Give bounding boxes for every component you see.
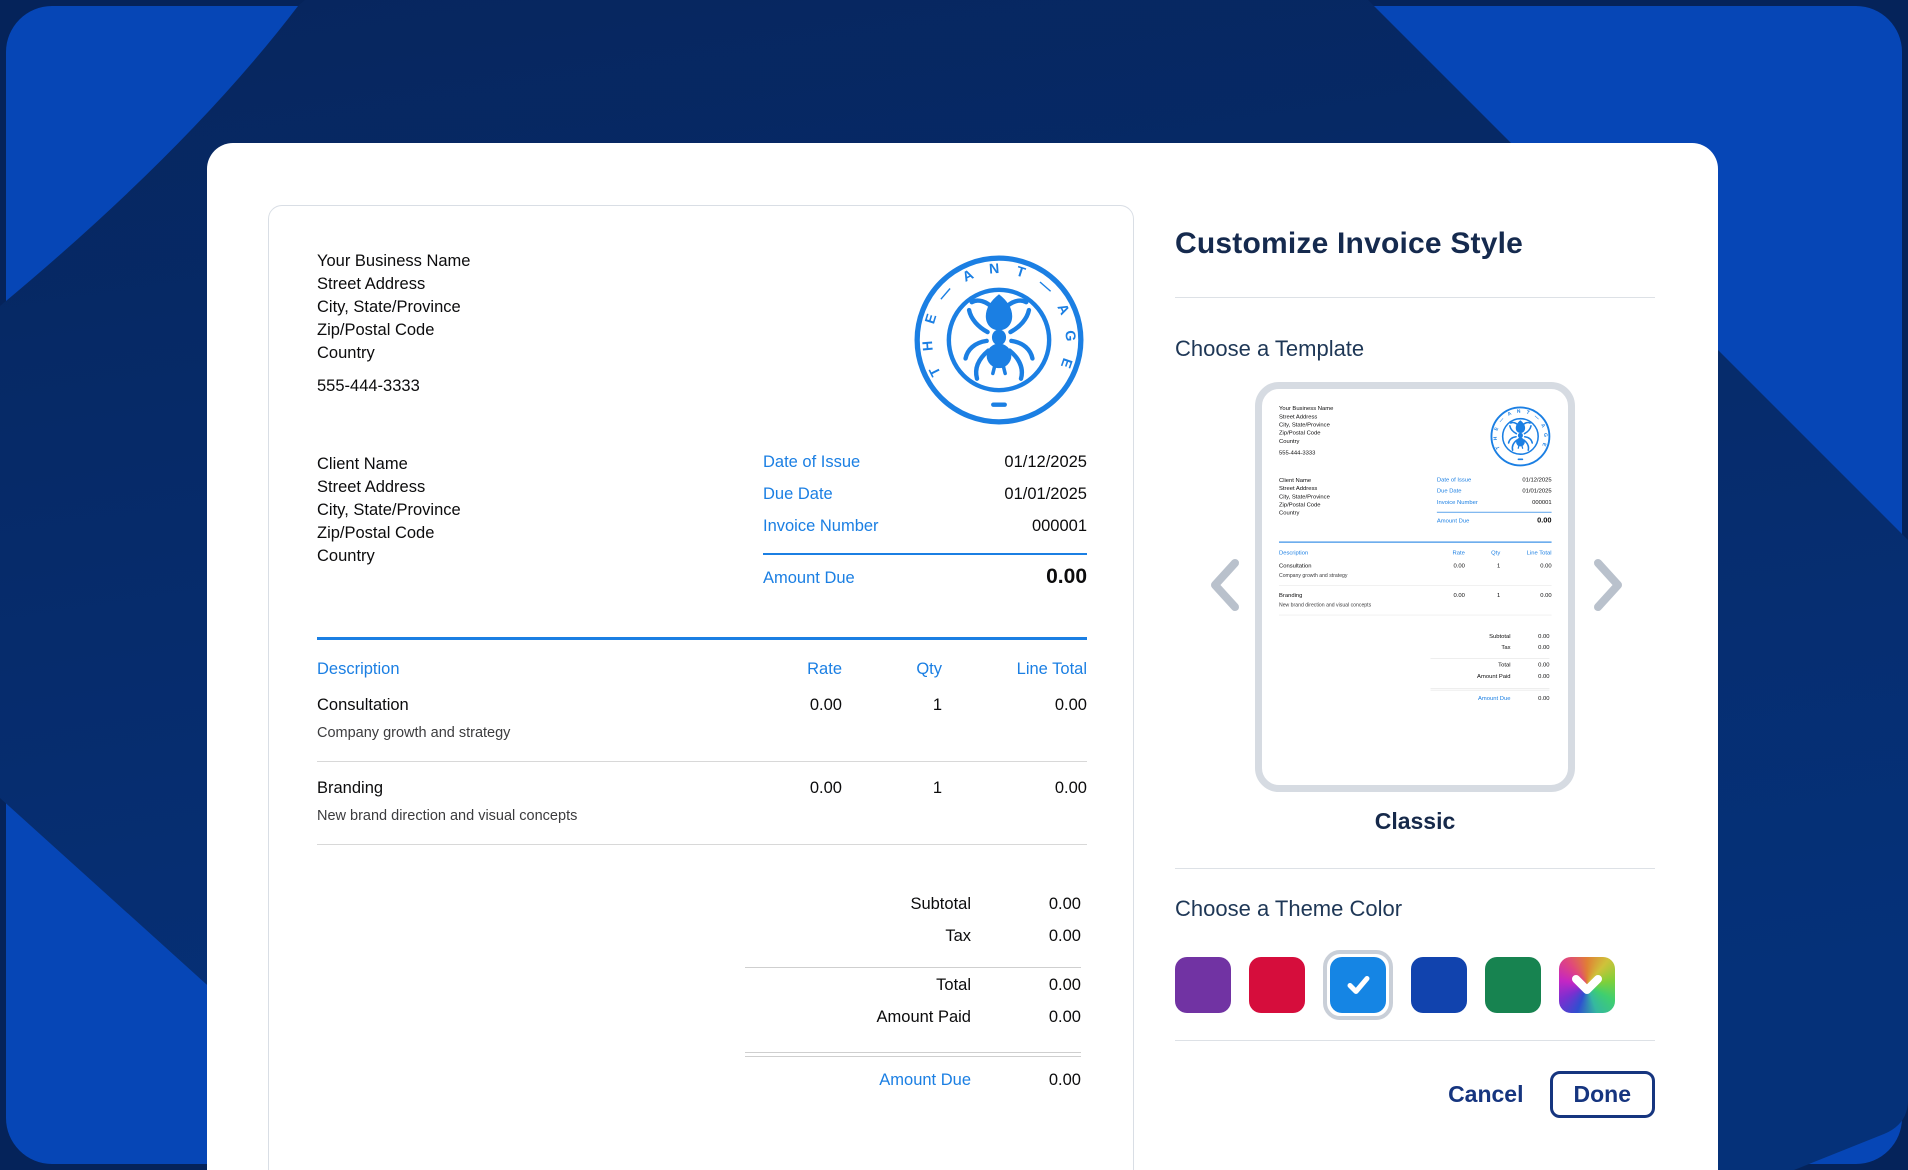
color-swatch-custom[interactable] [1559,957,1615,1013]
item-row: Consultation 0.00 1 0.00 Company growth … [317,679,1087,762]
ant-agency-logo: T H E — A N T — A G E N C Y [1490,406,1551,467]
invoice-meta: Date of Issue 01/12/2025 Due Date 01/01/20… [763,453,1087,589]
ant-icon [963,294,1035,381]
amount-due-label: Amount Due [763,569,855,587]
modal-actions: Cancel Done [1175,1071,1655,1118]
total-amount-due-value: 0.00 [1048,1071,1081,1089]
amount-due-value: 0.00 [1046,565,1087,588]
customize-panel: Customize Invoice Style Choose a Templat… [1175,143,1655,1118]
divider [1175,868,1655,869]
business-name: Your Business Name [317,252,471,270]
next-template-button[interactable] [1588,555,1628,615]
client-name: Client Name [317,455,408,473]
ant-icon [1507,420,1534,451]
items-header: Description Rate Qty Line Total [317,660,1087,678]
meta-divider [763,553,1087,555]
totals-divider [745,967,1081,968]
due-date-value: 01/01/2025 [1004,485,1087,503]
template-thumbnail-preview: Your Business Name Street Address City, … [1278,405,1552,702]
business-phone: 555-444-3333 [317,377,420,395]
invoice-preview: Your Business Name Street Address City, … [268,205,1134,1170]
color-swatch-red[interactable] [1249,957,1305,1013]
check-icon [1347,976,1370,994]
row-divider [317,844,1087,845]
due-date-label: Due Date [763,485,833,503]
invoice-number-label: Invoice Number [763,517,879,535]
template-section-label: Choose a Template [1175,336,1365,361]
template-thumbnail-classic[interactable]: Your Business Name Street Address City, … [1255,382,1575,792]
chevron-down-icon [1572,975,1602,994]
item-name: Consultation [317,696,409,714]
item-description: New brand direction and visual concepts [317,808,578,824]
item-name: Branding [317,779,384,797]
business-zip: Zip/Postal Code [317,321,435,339]
color-swatch-green[interactable] [1485,957,1541,1013]
theme-color-swatches [1175,950,1655,1020]
business-address-block: Your Business Name Street Address City, … [317,250,470,398]
totals-double-divider [745,1052,1081,1057]
color-swatch-lightblue-selected[interactable] [1323,950,1393,1020]
divider [1175,1040,1655,1041]
total-amount-due-label: Amount Due [879,1071,971,1089]
item-description: Company growth and strategy [317,725,511,741]
date-of-issue-value: 01/12/2025 [1004,453,1087,471]
table-top-rule [317,637,1087,640]
color-swatch-purple[interactable] [1175,957,1231,1013]
template-name: Classic [1374,808,1456,834]
item-row: Branding 0.00 1 0.00 New brand direction… [317,762,1087,845]
invoice-number-value: 000001 [1031,517,1087,535]
divider [1175,297,1655,298]
color-section-label: Choose a Theme Color [1175,896,1403,921]
date-of-issue-label: Date of Issue [763,453,861,471]
business-country: Country [317,344,375,362]
logo-bottom-dash [991,402,1007,407]
done-button[interactable]: Done [1549,1071,1655,1118]
business-street: Street Address [317,275,426,293]
chevron-right-icon [1594,559,1622,611]
page-title: Customize Invoice Style [1175,227,1524,260]
color-swatch-darkblue[interactable] [1411,957,1467,1013]
chevron-left-icon [1211,559,1239,611]
customize-invoice-modal: Your Business Name Street Address City, … [207,143,1718,1170]
ant-agency-logo: T H E — A N T — A G E N C Y [914,255,1084,425]
cancel-button[interactable]: Cancel [1448,1081,1524,1107]
row-divider [317,761,1087,762]
totals-block: Subtotal 0.00 Tax 0.00 Total 0.00 Amount Pa… [745,895,1081,1103]
client-address-block: Client Name Street Address City, State/P… [317,455,461,565]
template-carousel: Your Business Name Street Address City, … [1175,382,1655,792]
business-city: City, State/Province [317,298,461,316]
previous-template-button[interactable] [1205,555,1245,615]
